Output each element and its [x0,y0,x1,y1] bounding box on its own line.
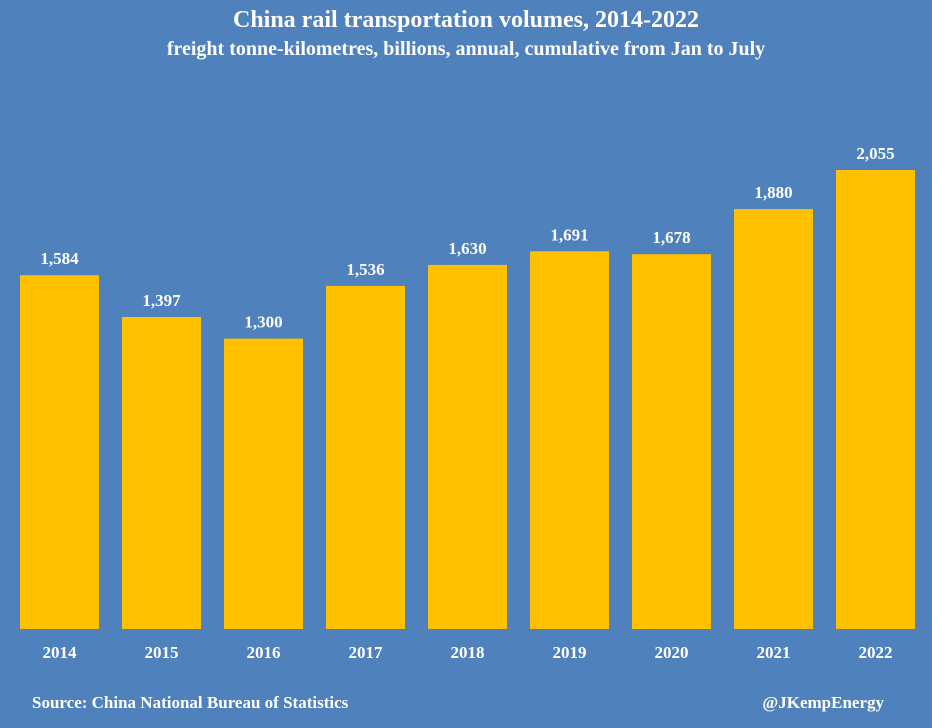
bar-2021 [734,209,813,629]
bar-2022 [836,170,915,629]
value-label-2019: 1,691 [550,225,588,244]
chart-subtitle: freight tonne-kilometres, billions, annu… [167,38,765,60]
category-label-2017: 2017 [349,643,384,662]
value-label-2016: 1,300 [244,313,282,332]
value-label-2020: 1,678 [652,228,690,247]
category-label-2019: 2019 [553,643,587,662]
value-label-2015: 1,397 [142,291,181,310]
author-credit: @JKempEnergy [762,693,884,712]
category-label-2016: 2016 [247,643,281,662]
bar-group [20,170,915,629]
value-label-group: 1,584 1,397 1,300 1,536 1,630 1,691 1,678 1,880… [40,144,894,332]
bar-2015 [122,316,201,629]
bar-2019 [530,251,609,629]
category-label-2015: 2015 [145,643,179,662]
bar-2017 [326,285,405,629]
chart-title: China rail transportation volumes, 2014-… [233,7,699,33]
value-label-2022: 2,055 [856,144,894,163]
category-label-2020: 2020 [655,643,689,662]
value-label-2017: 1,536 [346,260,384,279]
bar-2016 [224,338,303,629]
bar-2018 [428,264,507,629]
value-label-2018: 1,630 [448,239,486,258]
value-label-2021: 1,880 [754,183,792,202]
category-label-2022: 2022 [859,643,893,662]
category-label-2014: 2014 [43,643,78,662]
source-note: Source: China National Bureau of Statist… [32,693,349,712]
category-label-group: 2014 2015 2016 2017 2018 2019 2020 2021 2022 [43,643,893,662]
bar-2020 [632,254,711,629]
bar-2014 [20,275,99,629]
category-label-2018: 2018 [451,643,485,662]
category-label-2021: 2021 [757,643,791,662]
value-label-2014: 1,584 [40,249,79,268]
